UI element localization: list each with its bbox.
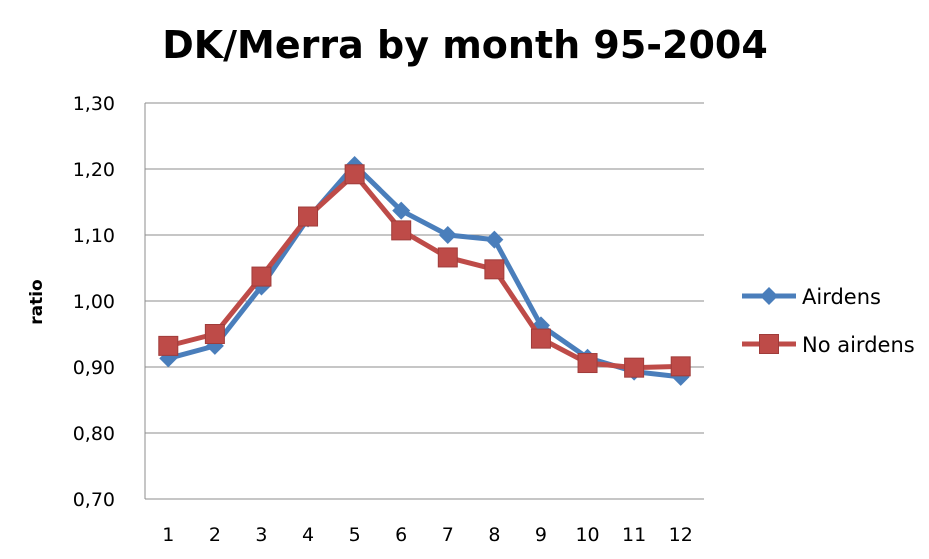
data-point-square <box>624 357 645 378</box>
legend-item: Airdens <box>742 285 881 309</box>
x-tick-label: 2 <box>209 524 221 546</box>
x-tick-label: 3 <box>255 524 267 546</box>
y-tick-label: 0,90 <box>73 357 115 379</box>
y-tick-label: 1,20 <box>73 159 115 181</box>
data-point-square <box>298 206 319 227</box>
data-point-square <box>391 220 412 241</box>
x-tick-label: 6 <box>395 524 407 546</box>
series-line <box>167 162 681 380</box>
x-axis-tick-labels: 1 2 3 4 5 6 7 8 9 10 11 12 <box>162 524 693 546</box>
x-tick-label: 4 <box>302 524 314 546</box>
data-point-diamond <box>392 201 411 220</box>
series-no-airdens <box>158 164 691 378</box>
data-point-square <box>670 356 691 377</box>
y-axis-tick-labels: 0,70 0,80 0,90 1,00 1,10 1,20 1,30 <box>73 93 115 511</box>
x-tick-label: 11 <box>622 524 646 546</box>
legend-label: Airdens <box>802 285 881 309</box>
x-tick-label: 7 <box>442 524 454 546</box>
legend-label: No airdens <box>802 333 915 357</box>
y-tick-label: 1,10 <box>73 225 115 247</box>
data-point-square <box>577 353 598 374</box>
data-point-diamond <box>438 226 457 244</box>
chart-title: DK/Merra by month 95-2004 <box>162 23 768 67</box>
x-tick-label: 8 <box>488 524 500 546</box>
data-point-square <box>530 328 551 349</box>
data-point-square <box>437 247 458 268</box>
x-tick-label: 1 <box>162 524 174 546</box>
legend-marker-square <box>759 334 779 354</box>
legend: Airdens No airdens <box>742 285 915 357</box>
series-layer <box>158 156 691 386</box>
data-point-diamond <box>485 230 504 249</box>
y-tick-label: 0,70 <box>73 489 115 511</box>
data-point-square <box>204 324 225 344</box>
data-point-square <box>484 259 505 280</box>
y-tick-label: 0,80 <box>73 423 115 445</box>
data-point-square <box>251 266 272 287</box>
data-point-square <box>344 164 365 185</box>
x-tick-label: 12 <box>669 524 693 546</box>
legend-marker-diamond <box>760 287 778 305</box>
x-tick-label: 10 <box>575 524 599 546</box>
y-axis-title: ratio <box>27 279 47 325</box>
series-line <box>167 171 681 371</box>
gridlines <box>144 102 704 500</box>
x-tick-label: 5 <box>349 524 361 546</box>
legend-item: No airdens <box>742 333 915 357</box>
series-airdens <box>159 156 690 386</box>
y-tick-label: 1,30 <box>73 93 115 115</box>
y-tick-label: 1,00 <box>73 291 115 313</box>
data-point-square <box>158 335 179 356</box>
x-tick-label: 9 <box>535 524 547 546</box>
